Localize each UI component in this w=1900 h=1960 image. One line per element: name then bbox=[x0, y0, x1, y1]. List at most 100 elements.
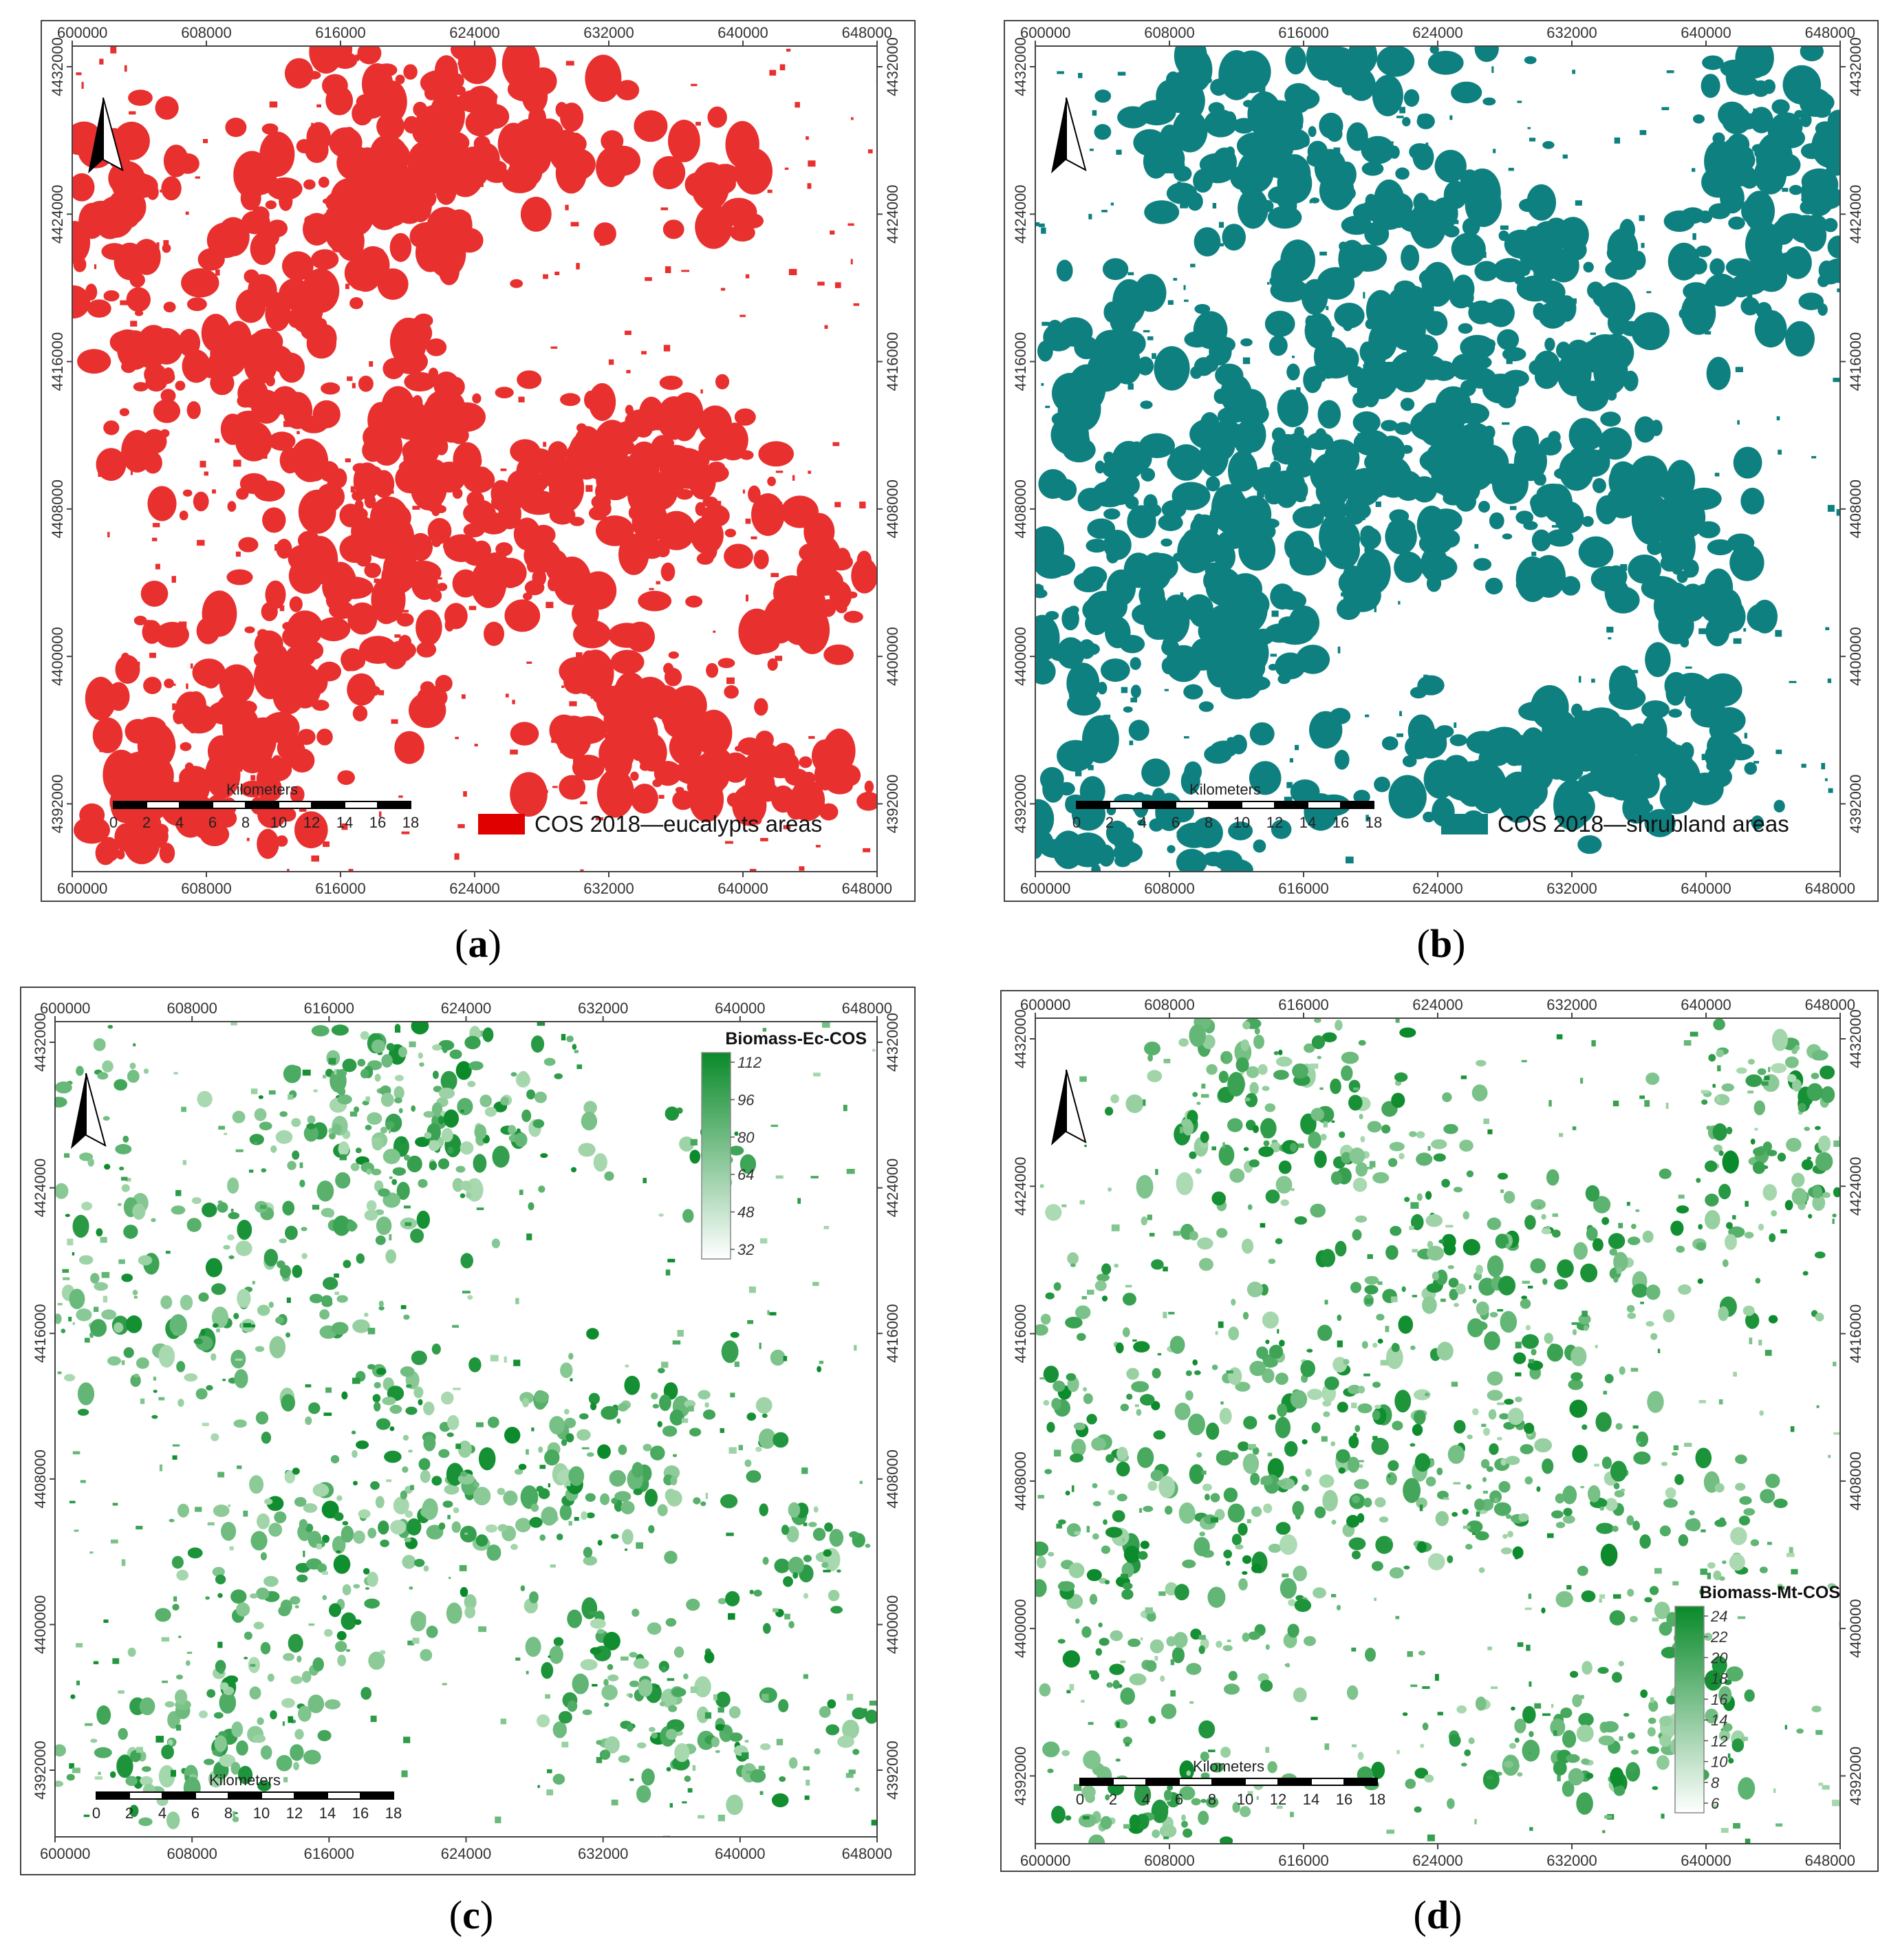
land-patch bbox=[702, 496, 718, 508]
land-patch bbox=[109, 1771, 116, 1778]
land-patch bbox=[500, 1097, 509, 1106]
land-patch bbox=[1412, 1423, 1423, 1436]
land-patch bbox=[1808, 1214, 1813, 1219]
land-speck bbox=[770, 1124, 778, 1128]
land-patch bbox=[1245, 401, 1263, 422]
land-patch bbox=[423, 1565, 429, 1572]
land-patch bbox=[1228, 1326, 1240, 1341]
land-patch bbox=[586, 1452, 594, 1457]
land-speck bbox=[1591, 678, 1595, 683]
land-speck bbox=[1352, 319, 1355, 325]
land-patch bbox=[1390, 1225, 1402, 1236]
land-patch bbox=[1696, 1178, 1701, 1183]
land-patch bbox=[572, 1673, 589, 1694]
land-speck bbox=[592, 1683, 598, 1687]
land-patch bbox=[1455, 761, 1489, 807]
land-speck bbox=[545, 1694, 550, 1699]
land-patch bbox=[486, 1544, 501, 1561]
land-patch bbox=[664, 667, 682, 687]
land-speck bbox=[1220, 600, 1225, 607]
land-patch bbox=[1630, 1615, 1638, 1623]
land-patch bbox=[268, 431, 296, 451]
land-patch bbox=[510, 279, 523, 288]
land-speck bbox=[1672, 628, 1678, 634]
land-patch bbox=[1147, 1480, 1158, 1491]
land-patch bbox=[1512, 1546, 1524, 1559]
land-patch bbox=[1414, 1767, 1429, 1779]
land-patch bbox=[704, 1402, 709, 1408]
land-patch bbox=[385, 1249, 396, 1264]
land-speck bbox=[551, 739, 557, 743]
land-patch bbox=[1197, 1237, 1213, 1250]
scale-bar-label: 14 bbox=[319, 1805, 336, 1822]
land-patch bbox=[522, 1397, 530, 1408]
land-speck bbox=[1544, 447, 1553, 452]
land-patch bbox=[636, 1785, 651, 1803]
land-speck bbox=[1249, 629, 1252, 634]
land-speck bbox=[1500, 225, 1509, 230]
land-speck bbox=[526, 1449, 529, 1455]
land-patch bbox=[1517, 1772, 1523, 1777]
land-patch bbox=[1395, 286, 1432, 332]
land-patch bbox=[164, 1701, 175, 1708]
land-speck bbox=[1335, 755, 1343, 759]
land-speck bbox=[376, 579, 380, 585]
land-patch bbox=[536, 1485, 544, 1493]
land-patch bbox=[1098, 1622, 1103, 1628]
land-speck bbox=[616, 640, 618, 643]
land-patch bbox=[1269, 1344, 1284, 1359]
land-patch bbox=[382, 1397, 396, 1406]
land-patch bbox=[1354, 1425, 1361, 1432]
land-speck bbox=[159, 1464, 163, 1472]
land-patch bbox=[1416, 1193, 1423, 1201]
land-patch bbox=[460, 1141, 474, 1155]
land-speck bbox=[1789, 680, 1797, 683]
land-speck bbox=[144, 329, 150, 334]
scale-bar-label: 6 bbox=[1172, 814, 1180, 831]
land-speck bbox=[515, 1297, 519, 1304]
land-patch bbox=[429, 1140, 440, 1152]
land-patch bbox=[1427, 1245, 1444, 1261]
land-patch bbox=[1601, 287, 1614, 299]
land-patch bbox=[1722, 1150, 1739, 1174]
land-patch bbox=[1627, 1312, 1637, 1320]
land-patch bbox=[1035, 839, 1043, 859]
land-speck bbox=[1317, 481, 1321, 486]
land-patch bbox=[230, 1762, 241, 1775]
land-patch bbox=[618, 1755, 630, 1763]
land-patch bbox=[1183, 1828, 1193, 1838]
land-speck bbox=[625, 330, 631, 335]
land-patch bbox=[418, 1399, 423, 1406]
land-patch bbox=[1436, 1490, 1449, 1500]
land-patch bbox=[337, 1094, 352, 1105]
land-patch bbox=[1820, 1065, 1835, 1079]
land-patch bbox=[788, 1757, 798, 1769]
land-patch bbox=[1520, 265, 1531, 276]
land-patch bbox=[1482, 1769, 1500, 1790]
land-patch bbox=[1149, 1639, 1164, 1654]
land-patch bbox=[1284, 83, 1313, 108]
land-patch bbox=[1092, 1533, 1099, 1540]
land-patch bbox=[1190, 1628, 1202, 1640]
land-speck bbox=[1666, 70, 1674, 74]
land-patch bbox=[382, 1148, 400, 1165]
land-patch bbox=[668, 651, 679, 659]
land-speck bbox=[268, 1090, 276, 1095]
land-patch bbox=[360, 1031, 369, 1040]
land-patch bbox=[1639, 747, 1652, 765]
land-patch bbox=[1185, 594, 1213, 623]
land-speck bbox=[1296, 387, 1301, 394]
land-speck bbox=[611, 1799, 618, 1806]
scale-bar-label: 18 bbox=[402, 814, 419, 831]
land-speck bbox=[69, 1500, 76, 1504]
scale-bar-label: 16 bbox=[352, 1805, 369, 1822]
land-speck bbox=[63, 1277, 70, 1280]
land-speck bbox=[1237, 504, 1240, 510]
land-patch bbox=[1275, 652, 1306, 680]
land-patch bbox=[1233, 118, 1255, 134]
land-patch bbox=[1583, 261, 1594, 273]
land-patch bbox=[396, 613, 414, 627]
land-patch bbox=[611, 1498, 618, 1505]
land-patch bbox=[460, 1525, 477, 1543]
land-speck bbox=[595, 817, 604, 821]
